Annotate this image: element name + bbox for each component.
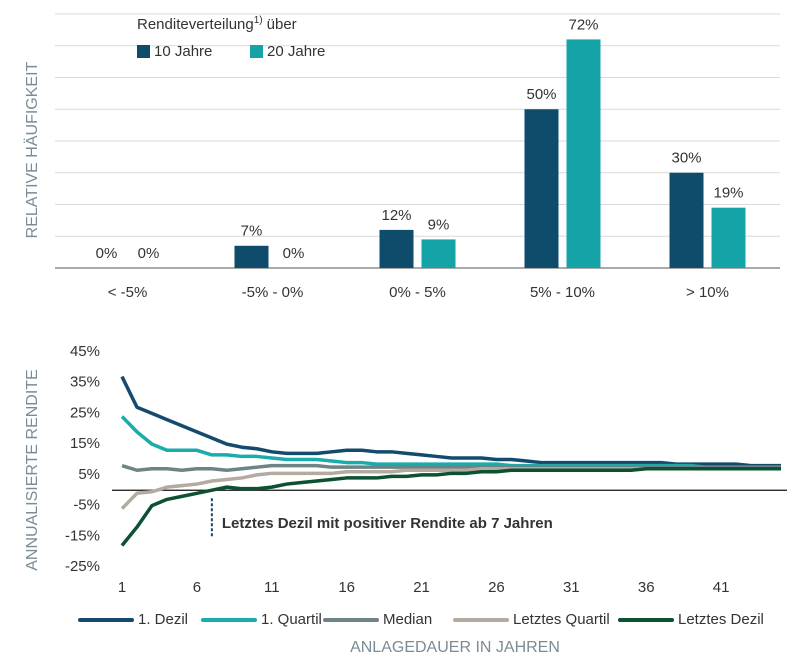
value-label: 0% (96, 245, 118, 262)
legend-swatch (137, 45, 150, 58)
annotation-text: Letztes Dezil mit positiver Rendite ab 7… (222, 515, 553, 532)
y-tick-label: -25% (65, 558, 100, 575)
bar (524, 109, 559, 268)
x-tick-label: 26 (488, 579, 505, 596)
x-axis-label: ANLAGEDAUER IN JAHREN (350, 639, 560, 656)
legend-label: Letztes Dezil (678, 611, 764, 628)
legend-title-note: 1) (254, 15, 263, 26)
value-label: 0% (138, 245, 160, 262)
y-tick-label: -5% (73, 497, 100, 514)
x-tick-label: < -5% (108, 284, 148, 301)
value-label: 72% (568, 16, 598, 33)
y-tick-label: 25% (70, 404, 100, 421)
y-tick-label: -15% (65, 527, 100, 544)
y-axis-label: RELATIVE HÄUFIGKEIT (23, 61, 41, 238)
series-line (120, 375, 781, 468)
y-axis-label: ANNUALISIERTE RENDITE (24, 369, 41, 571)
value-label: 9% (428, 216, 450, 233)
legend-title-text: Renditeverteilung (137, 16, 254, 33)
value-label: 0% (283, 245, 305, 262)
bar (421, 239, 456, 268)
y-tick-label: 45% (70, 343, 100, 360)
value-label: 19% (713, 185, 743, 202)
y-tick-label: 35% (70, 374, 100, 391)
x-tick-label: 5% - 10% (530, 284, 595, 301)
x-tick-label: > 10% (686, 284, 729, 301)
legend-label: 1. Dezil (138, 611, 188, 628)
value-label: 7% (241, 223, 263, 240)
x-tick-label: 1 (118, 579, 126, 596)
bar (669, 172, 704, 268)
x-tick-label: 36 (638, 579, 655, 596)
legend-label: 20 Jahre (267, 43, 325, 60)
x-tick-label: 11 (264, 579, 280, 596)
x-tick-label: 21 (413, 579, 430, 596)
legend-label: 1. Quartil (261, 611, 322, 628)
legend-label: 10 Jahre (154, 43, 212, 60)
legend-label: Median (383, 611, 432, 628)
x-tick-label: 6 (193, 579, 201, 596)
x-tick-label: 31 (563, 579, 580, 596)
bar (379, 229, 414, 268)
legend-title-suffix: über (267, 16, 297, 33)
series-line (120, 466, 781, 547)
bar (566, 39, 601, 269)
x-tick-label: 0% - 5% (389, 284, 446, 301)
x-tick-label: 41 (713, 579, 730, 596)
legend-label: Letztes Quartil (513, 611, 610, 628)
x-tick-label: 16 (338, 579, 355, 596)
bar (711, 207, 746, 268)
value-label: 50% (526, 86, 556, 103)
legend-swatch (250, 45, 263, 58)
value-label: 12% (381, 207, 411, 224)
legend-title: Renditeverteilung1) über (137, 15, 297, 33)
y-tick-label: 5% (78, 466, 100, 483)
y-tick-label: 15% (70, 435, 100, 452)
x-tick-label: -5% - 0% (242, 284, 304, 301)
value-label: 30% (671, 150, 701, 167)
bar (234, 245, 269, 268)
